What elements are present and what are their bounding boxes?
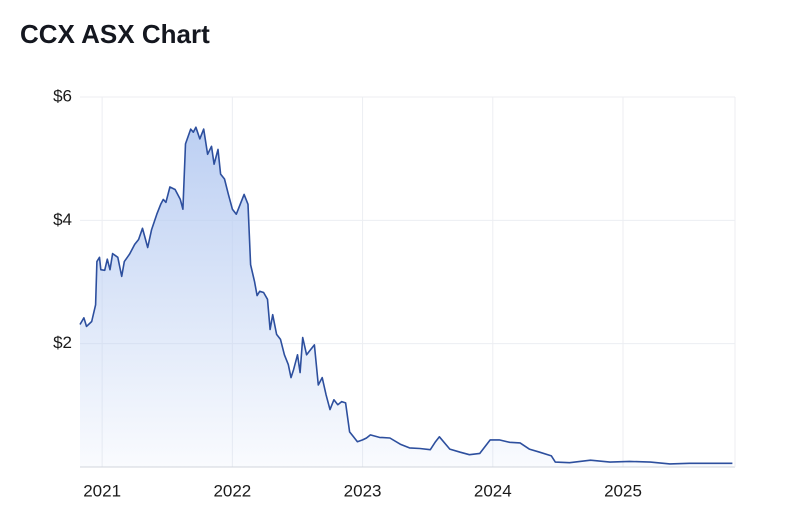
x-tick-label: 2025 — [604, 481, 642, 500]
x-tick-label: 2021 — [83, 481, 121, 500]
chart-title: CCX ASX Chart — [20, 19, 210, 49]
x-tick-label: 2024 — [474, 481, 512, 500]
x-tick-label: 2023 — [344, 481, 382, 500]
tick-labels: $2 $4 $6 2021 2022 2023 2024 2025 — [53, 86, 642, 500]
y-tick-label: $6 — [53, 86, 72, 105]
y-tick-label: $2 — [53, 333, 72, 352]
y-tick-label: $4 — [53, 210, 72, 229]
area-fill — [80, 127, 733, 467]
plot — [79, 126, 733, 467]
price-line — [79, 126, 733, 465]
x-tick-label: 2022 — [213, 481, 251, 500]
